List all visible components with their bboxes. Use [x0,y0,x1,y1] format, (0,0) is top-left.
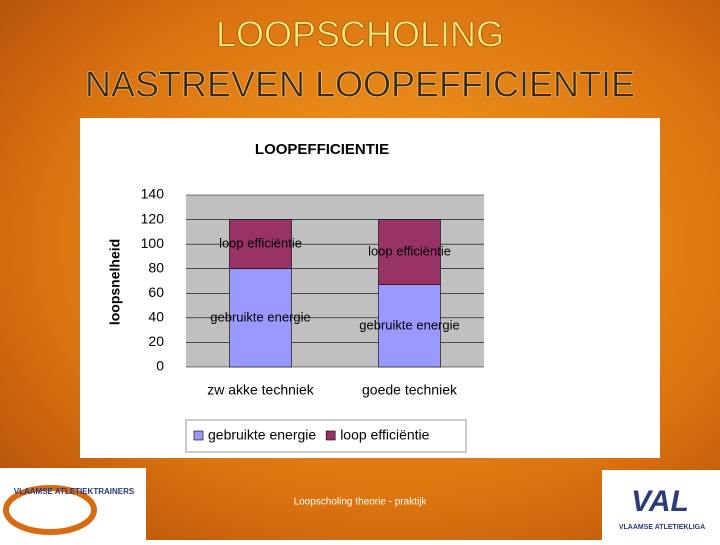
segment-label: loop efficiëntie [219,236,302,251]
slide-subtitle: NASTREVEN LOOPEFFICIENTIE [85,64,635,105]
y-tick-label: 0 [156,358,164,374]
y-tick-label: 120 [141,210,165,226]
y-tick-label: 60 [148,284,164,300]
y-tick-label: 40 [148,309,164,325]
y-axis-label: loopsnelheid [107,239,123,325]
slide-title: LOOPSCHOLING [216,14,504,55]
logo-track [3,485,97,535]
y-tick-label: 100 [141,235,165,251]
x-tick-label: goede techniek [362,382,458,398]
bar-segment [378,284,441,368]
segment-label: loop efficiëntie [368,244,451,259]
bar-segment [229,268,292,368]
logo-right-subtext: VLAAMSE ATLETIEKLIGA [619,524,705,531]
legend-label: gebruikte energie [208,427,316,443]
segment-label: gebruikte energie [210,309,310,324]
y-tick-label: 80 [148,259,164,275]
legend-box [185,419,467,453]
logo-left-text: VLAAMSE ATLETIEKTRAINERS [14,487,135,496]
footer: Loopscholing theorie - praktijk [294,497,428,508]
legend-label: loop efficiëntie [340,427,429,443]
chart-title: LOOPEFFICIENTIE [255,141,389,158]
y-tick-label: 20 [148,333,164,349]
logo-right-text: VAL [631,485,689,518]
logo-right [602,470,720,540]
segment-label: gebruikte energie [359,317,459,332]
bar-segment [378,219,441,285]
bar-segment [229,219,292,270]
x-tick-label: zw akke techniek [207,382,315,398]
y-tick-label: 140 [141,186,165,202]
legend-swatch [193,430,204,441]
legend-swatch [325,430,336,441]
